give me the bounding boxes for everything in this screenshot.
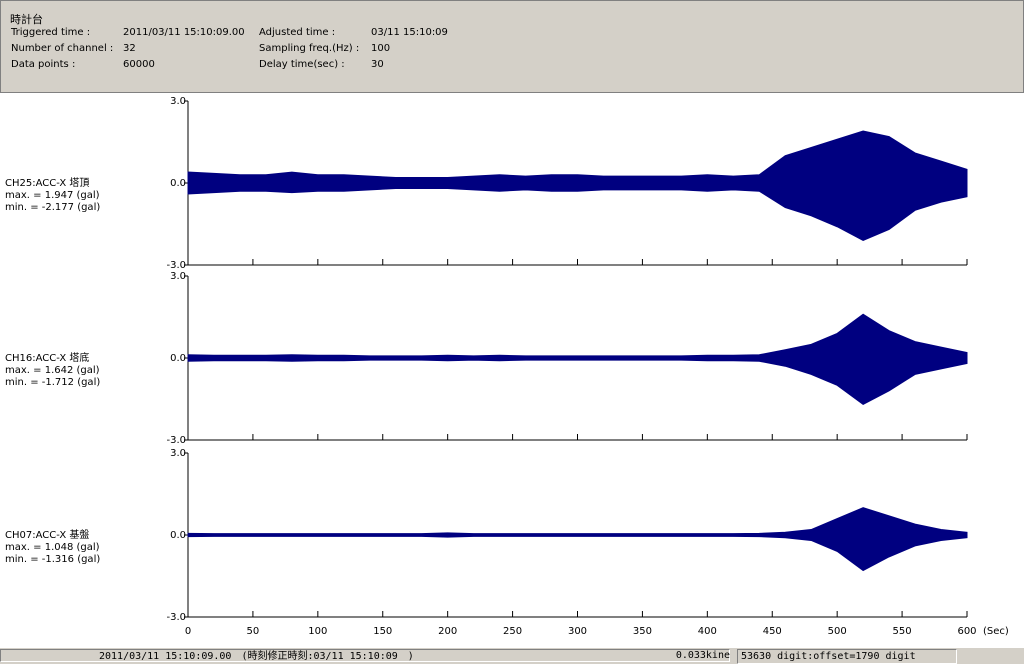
- min-label: min. = -2.177 (gal): [5, 202, 100, 213]
- x-tick-label: 200: [438, 626, 457, 637]
- header-value: 60000: [123, 59, 155, 70]
- waveform-upper: [187, 130, 968, 184]
- max-label: max. = 1.048 (gal): [5, 542, 100, 553]
- x-tick-label: 0: [185, 626, 191, 637]
- header-value: 03/11 15:10:09: [371, 27, 448, 38]
- header-value: 2011/03/11 15:10:09.00: [123, 27, 245, 38]
- y-tick-label: 3.0: [170, 271, 186, 282]
- header-label: Sampling freq.(Hz) :: [259, 43, 360, 54]
- channel-name: CH07:ACC-X 基盤: [5, 528, 89, 541]
- y-tick-label: 0.0: [170, 178, 186, 189]
- y-tick-label: 0.0: [170, 530, 186, 541]
- x-tick-label: 250: [503, 626, 522, 637]
- header-label: Adjusted time :: [259, 27, 336, 38]
- waveform-lower: [187, 534, 968, 572]
- min-label: min. = -1.316 (gal): [5, 554, 100, 565]
- status-velocity: 0.033kine: [675, 650, 730, 661]
- channel-name: CH25:ACC-X 塔頂: [5, 176, 89, 189]
- header-value: 30: [371, 59, 384, 70]
- x-tick-label: 550: [893, 626, 912, 637]
- status-time: 2011/03/11 15:10:09.00 (時刻修正時刻:03/11 15:…: [0, 649, 730, 662]
- x-tick-label: 500: [828, 626, 847, 637]
- y-tick-label: -3.0: [166, 612, 186, 623]
- header-value: 32: [123, 43, 136, 54]
- waveform-upper: [187, 507, 968, 536]
- min-label: min. = -1.712 (gal): [5, 377, 100, 388]
- max-label: max. = 1.947 (gal): [5, 190, 100, 201]
- x-axis-label: (Sec): [983, 626, 1009, 637]
- header-value: 100: [371, 43, 391, 54]
- waveform-lower: [187, 357, 968, 406]
- x-tick-label: 300: [568, 626, 587, 637]
- y-tick-label: 0.0: [170, 353, 186, 364]
- x-tick-label: 400: [698, 626, 717, 637]
- x-tick-label: 600: [957, 626, 976, 637]
- header-title: 時計台: [10, 13, 43, 26]
- header-label: Number of channel :: [11, 43, 114, 54]
- waveform-lower: [187, 182, 968, 241]
- max-label: max. = 1.642 (gal): [5, 365, 100, 376]
- x-tick-label: 50: [247, 626, 260, 637]
- y-tick-label: 3.0: [170, 96, 186, 107]
- header-label: Delay time(sec) :: [259, 59, 345, 70]
- header-label: Data points :: [11, 59, 76, 70]
- status-bar: 2011/03/11 15:10:09.00 (時刻修正時刻:03/11 15:…: [0, 648, 1024, 664]
- y-tick-label: 3.0: [170, 448, 186, 459]
- y-tick-label: -3.0: [166, 260, 186, 271]
- status-digit: 53630 digit:offset=1790 digit: [737, 649, 957, 664]
- header-label: Triggered time :: [11, 27, 91, 38]
- x-tick-label: 450: [763, 626, 782, 637]
- header-panel: 時計台 Triggered time : 2011/03/11 15:10:09.…: [0, 0, 1024, 93]
- y-tick-label: -3.0: [166, 435, 186, 446]
- x-tick-label: 150: [373, 626, 392, 637]
- x-tick-label: 350: [633, 626, 652, 637]
- waveform-upper: [187, 313, 968, 359]
- channel-name: CH16:ACC-X 塔底: [5, 351, 89, 364]
- x-tick-label: 100: [308, 626, 327, 637]
